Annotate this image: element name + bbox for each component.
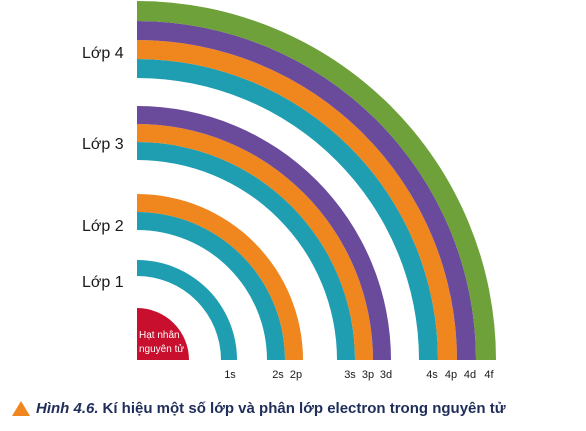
subshell-label-3s: 3s — [344, 369, 356, 381]
subshell-label-1s: 1s — [224, 369, 236, 381]
subshell-arc-4p — [137, 40, 457, 360]
triangle-icon — [12, 400, 30, 416]
subshell-arc-4s — [137, 59, 438, 360]
subshell-arcs — [137, 1, 496, 360]
nucleus-label-line2: nguyên tử — [139, 343, 184, 355]
subshell-arc-3s — [137, 142, 355, 360]
subshell-arc-3d — [137, 106, 391, 360]
shell-label-2: Lớp 2 — [82, 218, 124, 235]
subshell-label-4p: 4p — [445, 369, 457, 381]
electron-shell-diagram: Hạt nhân nguyên tử Lớp 1 Lớp 2 Lớp 3 Lớp… — [82, 1, 496, 381]
subshell-label-4d: 4d — [464, 369, 476, 381]
subshell-arc-1s — [137, 260, 237, 360]
shell-label-1: Lớp 1 — [82, 274, 124, 291]
subshell-arc-3p — [137, 124, 373, 360]
subshell-label-4f: 4f — [484, 369, 494, 381]
shell-label-4: Lớp 4 — [82, 45, 124, 62]
caption-figure-number: Hình 4.6. — [36, 399, 99, 417]
subshell-label-2p: 2p — [290, 369, 302, 381]
subshell-label-4s: 4s — [426, 369, 438, 381]
subshell-arc-2s — [137, 212, 285, 360]
subshell-label-3d: 3d — [380, 369, 392, 381]
figure-caption: Hình 4.6. Kí hiệu một số lớp và phân lớp… — [12, 396, 582, 420]
subshell-arc-2p — [137, 194, 303, 360]
subshell-label-3p: 3p — [362, 369, 374, 381]
subshell-label-2s: 2s — [272, 369, 284, 381]
nucleus-label-line1: Hạt nhân — [139, 330, 180, 341]
nucleus — [137, 308, 189, 360]
shell-label-3: Lớp 3 — [82, 136, 124, 153]
caption-text: Kí hiệu một số lớp và phân lớp electron … — [102, 399, 506, 417]
